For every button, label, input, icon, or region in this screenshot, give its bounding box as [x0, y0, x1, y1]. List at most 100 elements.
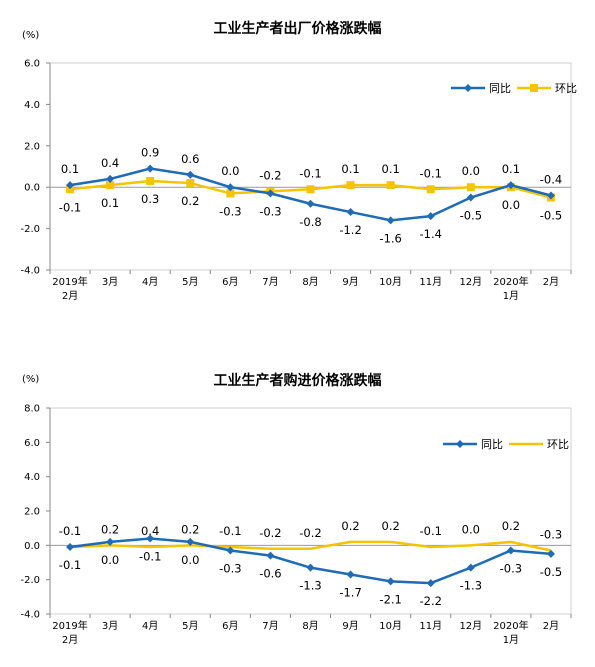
legend-item-mom: 环比	[509, 436, 569, 452]
y-tick-label: 6.0	[24, 59, 40, 70]
legend-item-mom: 环比	[517, 80, 577, 96]
data-label-yoy: -1.3	[460, 579, 482, 593]
data-label-mom: 0.2	[382, 519, 400, 533]
data-point-mom	[146, 176, 155, 185]
data-point-yoy	[386, 216, 395, 225]
x-tick-label: 2月	[543, 276, 559, 288]
data-label-mom: 0.0	[462, 164, 480, 178]
x-tick-label: 7月	[262, 620, 278, 632]
data-label-mom: 0.0	[462, 522, 480, 536]
data-label-mom: 0.1	[341, 162, 359, 176]
data-point-yoy	[266, 189, 275, 198]
data-point-yoy	[306, 199, 315, 208]
x-tick-label: 10月	[379, 276, 402, 288]
legend-label-mom: 环比	[555, 82, 577, 95]
data-label-mom: 0.1	[382, 162, 400, 176]
data-point-yoy	[466, 193, 475, 202]
x-tick-label: 6月	[222, 276, 238, 288]
data-label-mom: 0.2	[502, 519, 520, 533]
data-point-yoy	[146, 534, 155, 543]
data-label-yoy: -2.1	[379, 592, 401, 606]
data-point-mom	[306, 185, 315, 194]
data-label-yoy: -1.6	[379, 231, 401, 245]
data-point-yoy	[106, 174, 115, 183]
y-tick-label: 4.0	[24, 472, 40, 483]
x-tick-label: 9月	[342, 620, 358, 632]
data-point-yoy	[266, 551, 275, 560]
data-label-yoy: -0.6	[259, 567, 281, 581]
x-tick-label-line2: 2月	[62, 290, 78, 302]
data-label-mom: -0.2	[259, 168, 281, 182]
data-label-mom: 0.1	[101, 196, 119, 210]
x-tick-label-line2: 2月	[62, 634, 78, 646]
data-label-mom: -0.2	[259, 526, 281, 540]
data-label-yoy: 0.0	[101, 553, 119, 567]
series-line-mom	[69, 540, 552, 552]
x-tick-label-line2: 1月	[503, 290, 519, 302]
data-point-yoy	[226, 183, 235, 192]
x-tick-label: 2020年	[493, 619, 528, 632]
x-tick-label: 3月	[102, 620, 118, 632]
x-tick-label: 9月	[342, 276, 358, 288]
data-point-yoy	[346, 570, 355, 579]
data-point-yoy	[426, 212, 435, 221]
data-label-yoy: 0.6	[181, 152, 199, 166]
data-label-mom: 0.0	[502, 198, 520, 212]
x-tick-label-line2: 1月	[503, 634, 519, 646]
data-label-yoy: -2.2	[420, 594, 442, 608]
x-tick-label: 12月	[459, 276, 482, 288]
x-tick-label: 5月	[182, 276, 198, 288]
y-tick-label: 2.0	[24, 141, 40, 152]
data-label-yoy: 0.0	[181, 553, 199, 567]
y-axis-unit: (%)	[22, 374, 40, 385]
data-label-mom: 0.3	[141, 192, 159, 206]
data-point-yoy	[186, 537, 195, 546]
data-label-mom: 0.2	[101, 522, 119, 536]
data-label-mom: -0.1	[219, 524, 241, 538]
data-point-mom	[386, 181, 395, 190]
data-point-yoy	[186, 170, 195, 179]
data-label-mom: -0.1	[59, 200, 81, 214]
x-tick-label: 5月	[182, 620, 198, 632]
legend-label-yoy: 同比	[481, 438, 503, 451]
data-label-yoy: 0.1	[502, 162, 520, 176]
data-label-yoy: -1.3	[299, 579, 321, 593]
data-point-mom	[106, 181, 115, 190]
data-label-mom: -0.2	[299, 526, 321, 540]
chart-svg: 6.0 4.0 2.0 0.0 -2.0 -4.0 2019年 2月 3月 4月 5月 6月 7月 8月 9…	[20, 59, 572, 302]
data-point-mom	[466, 183, 475, 192]
data-label-mom: -0.1	[59, 524, 81, 538]
data-label-yoy: 0.4	[101, 156, 119, 170]
legend-line-mom	[509, 442, 543, 446]
data-point-yoy	[546, 549, 555, 558]
data-point-yoy	[386, 577, 395, 586]
x-tick-label: 6月	[222, 620, 238, 632]
legend-label-yoy: 同比	[489, 82, 511, 95]
data-point-mom	[66, 185, 75, 194]
data-point-yoy	[66, 181, 75, 190]
x-tick-label: 12月	[459, 620, 482, 632]
y-axis-unit: (%)	[22, 30, 40, 41]
y-tick-label: 4.0	[24, 100, 40, 111]
data-label-mom: -0.1	[420, 166, 442, 180]
y-tick-label: -2.0	[20, 224, 40, 235]
x-tick-label: 2019年	[52, 275, 87, 288]
x-tick-label: 4月	[142, 620, 158, 632]
legend-item-yoy: 同比	[443, 436, 503, 452]
y-tick-label: 8.0	[24, 404, 40, 415]
data-point-yoy	[466, 563, 475, 572]
data-label-yoy: -1.4	[420, 227, 442, 241]
chart-title: 工业生产者出厂价格涨跌幅	[213, 21, 382, 37]
x-tick-label: 7月	[262, 276, 278, 288]
legend: 同比 环比	[451, 80, 577, 96]
y-tick-label: 6.0	[24, 438, 40, 449]
data-label-yoy: -0.8	[299, 215, 321, 229]
data-label-yoy: -0.3	[500, 561, 522, 575]
data-point-yoy	[66, 543, 75, 552]
data-label-mom: 0.2	[181, 194, 199, 208]
data-label-yoy: -1.2	[339, 223, 361, 237]
legend-line-yoy	[451, 84, 485, 92]
y-tick-label: -4.0	[20, 610, 40, 621]
data-point-yoy	[426, 579, 435, 588]
data-label-yoy: -0.3	[259, 204, 281, 218]
